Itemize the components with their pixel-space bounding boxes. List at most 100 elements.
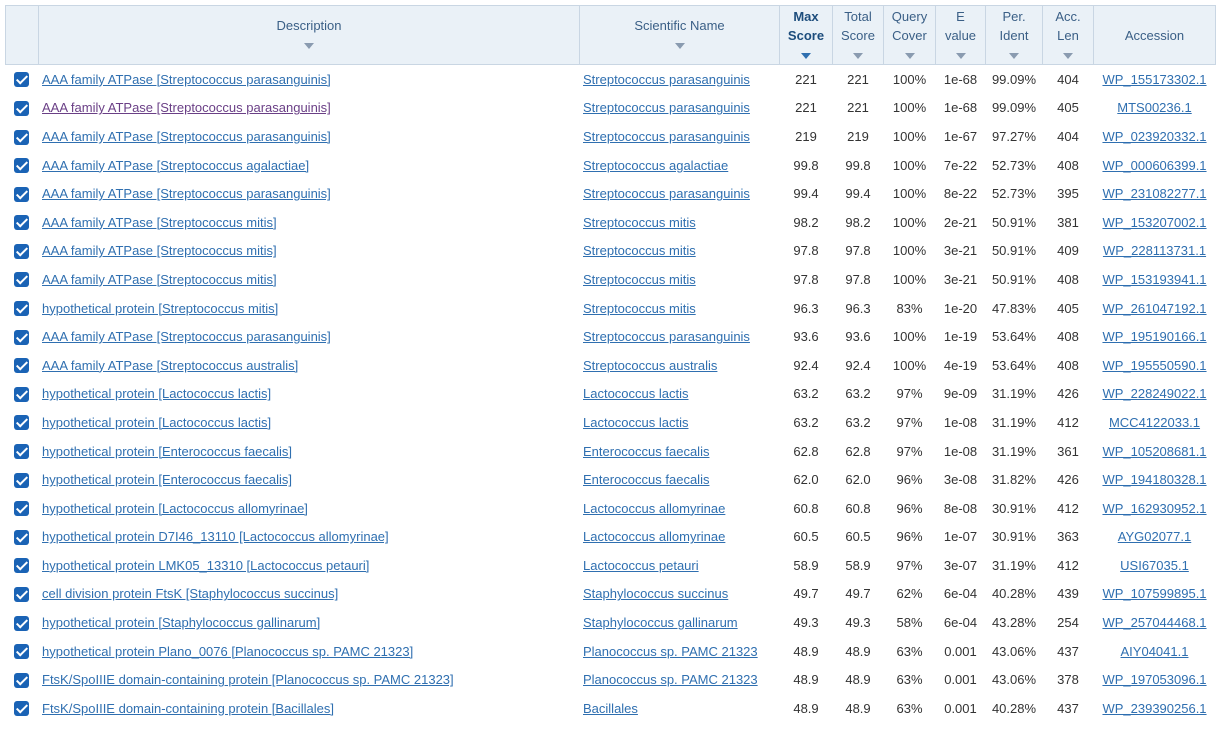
checkbox-checked-icon[interactable] xyxy=(14,72,30,88)
accession-link[interactable]: WP_153207002.1 xyxy=(1102,214,1207,230)
description-link[interactable]: AAA family ATPase [Streptococcus mitis] xyxy=(42,271,277,287)
scientific-name-link[interactable]: Lactococcus lactis xyxy=(583,414,689,430)
accession-link[interactable]: WP_228113731.1 xyxy=(1102,243,1207,259)
scientific-name-link[interactable]: Enterococcus faecalis xyxy=(583,443,710,459)
accession-link[interactable]: USI67035.1 xyxy=(1120,557,1189,573)
description-link[interactable]: hypothetical protein Plano_0076 [Planoco… xyxy=(42,643,414,659)
sort-arrow-icon[interactable] xyxy=(674,43,685,49)
sort-arrow-icon[interactable] xyxy=(801,52,811,59)
accession-link[interactable]: WP_023920332.1 xyxy=(1102,128,1207,144)
header-description[interactable]: Description xyxy=(38,5,580,65)
sort-arrow-icon[interactable] xyxy=(904,52,915,59)
header-acc-len[interactable]: Acc. Len xyxy=(1042,5,1094,65)
checkbox-checked-icon[interactable] xyxy=(14,243,30,259)
accession-link[interactable]: WP_239390256.1 xyxy=(1102,700,1207,716)
checkbox-checked-icon[interactable] xyxy=(14,615,30,631)
accession-link[interactable]: MCC4122033.1 xyxy=(1108,414,1201,430)
accession-link[interactable]: WP_195550590.1 xyxy=(1102,357,1207,373)
header-query-cover[interactable]: Query Cover xyxy=(883,5,936,65)
scientific-name-link[interactable]: Streptococcus parasanguinis xyxy=(583,71,750,87)
accession-link[interactable]: WP_197053096.1 xyxy=(1102,672,1207,688)
scientific-name-link[interactable]: Streptococcus mitis xyxy=(583,300,696,316)
scientific-name-link[interactable]: Staphylococcus succinus xyxy=(583,586,729,602)
accession-link[interactable]: AYG02077.1 xyxy=(1117,529,1192,545)
scientific-name-link[interactable]: Streptococcus parasanguinis xyxy=(583,100,750,116)
checkbox-checked-icon[interactable] xyxy=(14,672,30,688)
accession-link[interactable]: WP_162930952.1 xyxy=(1102,500,1207,516)
description-link[interactable]: AAA family ATPase [Streptococcus parasan… xyxy=(42,186,331,202)
checkbox-checked-icon[interactable] xyxy=(14,444,30,460)
scientific-name-link[interactable]: Bacillales xyxy=(583,700,638,716)
description-link[interactable]: hypothetical protein [Staphylococcus gal… xyxy=(42,615,321,631)
sort-arrow-icon[interactable] xyxy=(1063,52,1073,59)
description-link[interactable]: cell division protein FtsK [Staphylococc… xyxy=(42,586,339,602)
header-scientific-name[interactable]: Scientific Name xyxy=(579,5,780,65)
checkbox-checked-icon[interactable] xyxy=(14,701,30,717)
description-link[interactable]: AAA family ATPase [Streptococcus austral… xyxy=(42,357,299,373)
scientific-name-link[interactable]: Streptococcus mitis xyxy=(583,243,696,259)
checkbox-checked-icon[interactable] xyxy=(14,558,30,574)
header-max-score[interactable]: Max Score xyxy=(779,5,833,65)
description-link[interactable]: AAA family ATPase [Streptococcus mitis] xyxy=(42,214,277,230)
checkbox-checked-icon[interactable] xyxy=(14,129,30,145)
sort-arrow-icon[interactable] xyxy=(1009,52,1019,59)
scientific-name-link[interactable]: Streptococcus australis xyxy=(583,357,718,373)
description-link[interactable]: FtsK/SpoIIIE domain-containing protein [… xyxy=(42,700,334,716)
description-link[interactable]: AAA family ATPase [Streptococcus parasan… xyxy=(42,329,331,345)
accession-link[interactable]: WP_000606399.1 xyxy=(1102,157,1207,173)
accession-link[interactable]: WP_105208681.1 xyxy=(1102,443,1207,459)
description-link[interactable]: hypothetical protein [Lactococcus allomy… xyxy=(42,500,308,516)
scientific-name-link[interactable]: Lactococcus petauri xyxy=(583,557,699,573)
accession-link[interactable]: WP_231082277.1 xyxy=(1102,186,1207,202)
accession-link[interactable]: WP_107599895.1 xyxy=(1102,586,1207,602)
description-link[interactable]: hypothetical protein [Streptococcus miti… xyxy=(42,300,279,316)
description-link[interactable]: hypothetical protein [Lactococcus lactis… xyxy=(42,386,272,402)
description-link[interactable]: AAA family ATPase [Streptococcus parasan… xyxy=(42,128,331,144)
header-total-score[interactable]: Total Score xyxy=(832,5,884,65)
checkbox-checked-icon[interactable] xyxy=(14,272,30,288)
checkbox-checked-icon[interactable] xyxy=(14,587,30,603)
sort-arrow-icon[interactable] xyxy=(304,43,314,49)
description-link[interactable]: FtsK/SpoIIIE domain-containing protein [… xyxy=(42,672,454,688)
sort-arrow-icon[interactable] xyxy=(955,52,966,59)
scientific-name-link[interactable]: Streptococcus parasanguinis xyxy=(583,186,750,202)
scientific-name-link[interactable]: Lactococcus allomyrinae xyxy=(583,500,726,516)
scientific-name-link[interactable]: Staphylococcus gallinarum xyxy=(583,615,738,631)
scientific-name-link[interactable]: Streptococcus parasanguinis xyxy=(583,128,750,144)
checkbox-checked-icon[interactable] xyxy=(14,215,30,231)
accession-link[interactable]: WP_194180328.1 xyxy=(1102,472,1207,488)
description-link[interactable]: AAA family ATPase [Streptococcus agalact… xyxy=(42,157,310,173)
scientific-name-link[interactable]: Enterococcus faecalis xyxy=(583,472,710,488)
scientific-name-link[interactable]: Lactococcus allomyrinae xyxy=(583,529,726,545)
accession-link[interactable]: WP_153193941.1 xyxy=(1102,271,1207,287)
description-link[interactable]: hypothetical protein [Enterococcus faeca… xyxy=(42,472,293,488)
checkbox-checked-icon[interactable] xyxy=(14,329,30,345)
accession-link[interactable]: WP_257044468.1 xyxy=(1102,615,1207,631)
accession-link[interactable]: WP_155173302.1 xyxy=(1102,71,1207,87)
scientific-name-link[interactable]: Streptococcus parasanguinis xyxy=(583,329,750,345)
accession-link[interactable]: MTS00236.1 xyxy=(1117,100,1192,116)
description-link[interactable]: AAA family ATPase [Streptococcus mitis] xyxy=(42,243,277,259)
checkbox-checked-icon[interactable] xyxy=(14,386,30,402)
description-link[interactable]: hypothetical protein LMK05_13310 [Lactoc… xyxy=(42,557,370,573)
checkbox-checked-icon[interactable] xyxy=(14,358,30,374)
scientific-name-link[interactable]: Lactococcus lactis xyxy=(583,386,689,402)
description-link[interactable]: hypothetical protein [Lactococcus lactis… xyxy=(42,414,272,430)
checkbox-checked-icon[interactable] xyxy=(14,644,30,660)
scientific-name-link[interactable]: Streptococcus mitis xyxy=(583,271,696,287)
checkbox-checked-icon[interactable] xyxy=(14,501,30,517)
scientific-name-link[interactable]: Planococcus sp. PAMC 21323 xyxy=(583,643,758,659)
checkbox-checked-icon[interactable] xyxy=(14,415,30,431)
accession-link[interactable]: AIY04041.1 xyxy=(1120,643,1189,659)
checkbox-checked-icon[interactable] xyxy=(14,158,30,174)
header-per-ident[interactable]: Per. Ident xyxy=(985,5,1043,65)
checkbox-checked-icon[interactable] xyxy=(14,186,30,202)
description-link[interactable]: hypothetical protein [Enterococcus faeca… xyxy=(42,443,293,459)
accession-link[interactable]: WP_195190166.1 xyxy=(1102,329,1207,345)
description-link[interactable]: hypothetical protein D7I46_13110 [Lactoc… xyxy=(42,529,389,545)
checkbox-checked-icon[interactable] xyxy=(14,301,30,317)
scientific-name-link[interactable]: Streptococcus agalactiae xyxy=(583,157,729,173)
sort-arrow-icon[interactable] xyxy=(853,52,863,59)
checkbox-checked-icon[interactable] xyxy=(14,472,30,488)
checkbox-checked-icon[interactable] xyxy=(14,100,30,116)
